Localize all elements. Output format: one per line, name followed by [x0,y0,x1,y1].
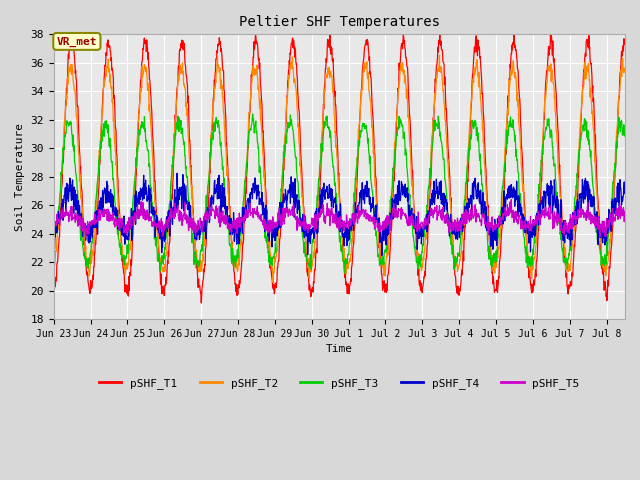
pSHF_T1 [153,217,161,223]
pSHF_T3 [621,133,629,139]
pSHF_T2 [267,250,275,256]
pSHF_T3 [547,134,554,140]
pSHF_T1 [483,185,490,191]
Text: VR_met: VR_met [56,36,97,47]
pSHF_T1 [68,29,76,35]
pSHF_T1 [50,280,58,286]
pSHF_T3 [267,254,275,260]
pSHF_T4 [267,226,275,232]
pSHF_T4 [547,204,554,210]
pSHF_T5 [267,217,275,223]
pSHF_T1 [621,38,629,44]
Line: pSHF_T4: pSHF_T4 [54,173,625,256]
Line: pSHF_T2: pSHF_T2 [54,55,625,282]
pSHF_T5 [164,222,172,228]
pSHF_T4 [621,184,629,190]
Y-axis label: Soil Temperature: Soil Temperature [15,123,25,231]
pSHF_T2 [547,64,554,70]
pSHF_T3 [163,228,171,233]
pSHF_T5 [621,209,629,215]
Legend: pSHF_T1, pSHF_T2, pSHF_T3, pSHF_T4, pSHF_T5: pSHF_T1, pSHF_T2, pSHF_T3, pSHF_T4, pSHF… [95,373,584,393]
Line: pSHF_T3: pSHF_T3 [54,114,625,273]
pSHF_T3 [340,270,348,276]
Line: pSHF_T1: pSHF_T1 [54,32,625,303]
pSHF_T5 [215,219,223,225]
pSHF_T2 [436,52,444,58]
pSHF_T4 [483,228,490,233]
pSHF_T1 [268,268,275,274]
pSHF_T3 [152,243,160,249]
pSHF_T4 [378,253,386,259]
pSHF_T5 [82,235,90,241]
pSHF_T3 [50,245,58,251]
pSHF_T4 [50,218,58,224]
pSHF_T4 [215,172,223,178]
pSHF_T1 [547,46,554,52]
pSHF_T2 [621,69,629,74]
pSHF_T2 [50,265,58,271]
pSHF_T2 [152,219,160,225]
pSHF_T4 [152,219,160,225]
pSHF_T2 [163,240,171,246]
Title: Peltier SHF Temperatures: Peltier SHF Temperatures [239,15,440,29]
pSHF_T1 [164,258,172,264]
pSHF_T2 [483,193,490,199]
pSHF_T3 [483,224,490,230]
pSHF_T5 [508,197,515,203]
pSHF_T3 [249,111,257,117]
pSHF_T1 [198,300,205,306]
pSHF_T1 [216,35,223,41]
X-axis label: Time: Time [326,344,353,354]
pSHF_T5 [50,223,58,228]
pSHF_T2 [269,279,277,285]
pSHF_T4 [163,225,171,230]
pSHF_T3 [215,122,223,128]
pSHF_T2 [215,62,223,68]
pSHF_T5 [547,216,554,222]
pSHF_T5 [483,222,490,228]
pSHF_T5 [153,222,161,228]
pSHF_T4 [173,170,181,176]
Line: pSHF_T5: pSHF_T5 [54,200,625,238]
